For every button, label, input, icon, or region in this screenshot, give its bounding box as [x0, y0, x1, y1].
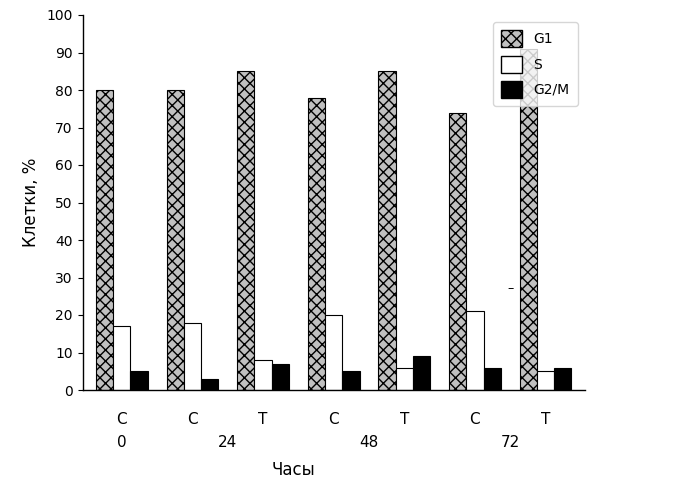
- Text: T: T: [400, 412, 409, 428]
- Bar: [131, 371, 148, 390]
- Bar: [237, 71, 255, 390]
- Text: C: C: [328, 412, 339, 428]
- Bar: [184, 322, 201, 390]
- Bar: [484, 368, 501, 390]
- Bar: [166, 90, 184, 390]
- Text: Часы: Часы: [272, 461, 315, 479]
- Bar: [466, 311, 484, 390]
- Text: –: –: [507, 282, 513, 295]
- Text: 0: 0: [117, 435, 127, 450]
- Text: 48: 48: [359, 435, 378, 450]
- Text: 72: 72: [501, 435, 520, 450]
- Bar: [201, 379, 218, 390]
- Bar: [113, 326, 131, 390]
- Bar: [325, 315, 343, 390]
- Bar: [308, 98, 325, 390]
- Bar: [96, 90, 113, 390]
- Text: T: T: [259, 412, 268, 428]
- Bar: [272, 364, 289, 390]
- Bar: [537, 371, 555, 390]
- Bar: [555, 368, 572, 390]
- Text: T: T: [541, 412, 550, 428]
- Legend: G1, S, G2/M: G1, S, G2/M: [493, 22, 578, 106]
- Bar: [378, 71, 396, 390]
- Bar: [255, 360, 272, 390]
- Bar: [413, 356, 430, 390]
- Text: C: C: [187, 412, 197, 428]
- Text: 24: 24: [218, 435, 237, 450]
- Bar: [396, 368, 413, 390]
- Text: C: C: [116, 412, 127, 428]
- Bar: [343, 371, 360, 390]
- Bar: [449, 112, 466, 390]
- Y-axis label: Клетки, %: Клетки, %: [21, 158, 39, 247]
- Text: C: C: [470, 412, 480, 428]
- Bar: [519, 49, 537, 390]
